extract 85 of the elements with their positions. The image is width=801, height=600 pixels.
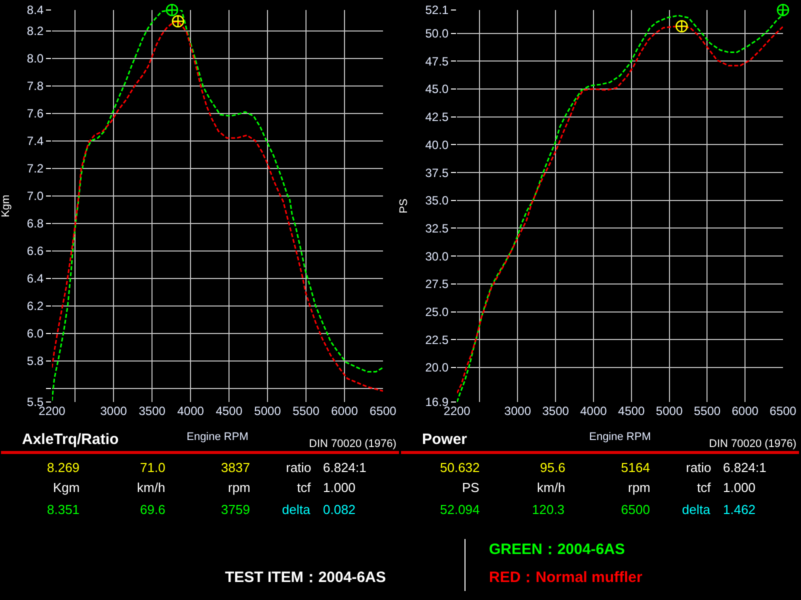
y-tick-label: 42.5 [425,110,449,124]
y-tick-label: 40.0 [425,138,449,152]
text: km/h [137,480,166,495]
y-tick-label: 27.5 [425,277,449,292]
y-tick-label: 6.6 [26,244,44,258]
y-tick-label: 7.8 [26,78,44,93]
x-tick-label: 5000 [254,404,282,418]
y-tick-label: 8.0 [26,51,44,66]
y-tick-label: 6.2 [26,298,44,313]
x-axis-title: Engine RPM [186,431,248,444]
text: 8.351 [47,502,80,517]
text: delta [682,502,711,517]
y-axis-title: Kgm [0,194,12,218]
text: 5164 [621,460,650,475]
y-tick-label: 7.6 [26,106,44,120]
y-tick-label: 6.0 [26,326,44,340]
y-tick-label: 30.0 [425,249,449,264]
text: 0.082 [323,502,356,517]
y-tick-label: 47.5 [425,54,449,68]
x-tick-label: 6000 [732,404,759,418]
text: 50.632 [440,460,480,475]
y-tick-label: 6.4 [26,271,44,286]
text: delta [282,502,311,517]
text: Kgm [53,480,80,495]
text: Power [422,431,468,448]
x-axis-title: Engine RPM [589,431,651,444]
x-tick-label: 6500 [770,404,797,418]
y-tick-label: 22.5 [425,332,449,347]
y-tick-label: 25.0 [425,304,449,319]
text: 8.269 [47,460,80,475]
text: ratio [686,460,712,475]
y-tick-label: 35.0 [425,194,449,208]
y-tick-label: 45.0 [425,82,449,96]
y-tick-label: 6.8 [26,216,44,230]
text: 3837 [221,460,250,475]
x-tick-label: 3000 [504,404,532,418]
text: 6.824:1 [723,460,766,475]
text: km/h [537,480,566,495]
x-tick-label: 5500 [292,404,320,418]
x-tick-label: 4500 [618,404,646,418]
x-tick-label: 5000 [656,404,683,418]
x-tick-label: 3500 [138,404,166,418]
text: GREEN：2004-6AS [489,541,625,558]
y-tick-label: 8.2 [26,24,44,38]
text: tcf [697,480,712,495]
x-tick-label: 5500 [694,404,721,418]
text: DIN 70020 (1976) [309,438,396,450]
y-tick-label: 7.0 [26,188,44,203]
text: PS [462,480,480,495]
text: RED：Normal muffler [489,569,643,586]
y-tick-label: 52.1 [425,3,449,18]
text: AxleTrq/Ratio [22,431,119,448]
text: tcf [297,480,312,495]
text: 3759 [221,502,250,517]
y-tick-label: 32.5 [425,221,449,236]
y-axis-title: PS [398,198,410,214]
text: rpm [628,480,650,495]
text: 120.3 [532,502,565,517]
text: 1.000 [723,480,756,495]
x-tick-label: 6000 [331,404,358,418]
x-tick-label: 3000 [100,404,128,418]
text: DIN 70020 (1976) [709,438,796,450]
x-tick-label: 4500 [216,404,243,418]
text: 69.6 [140,502,166,517]
y-tick-label: 8.4 [26,3,44,18]
text: 6500 [621,502,650,517]
x-tick-label: 3500 [542,404,570,418]
text: 6.824:1 [323,460,366,475]
text: 1.000 [323,480,356,495]
text: rpm [228,480,250,495]
text: 71.0 [140,460,166,475]
text: TEST ITEM：2004-6AS [225,569,386,586]
y-tick-label: 50.0 [425,26,449,41]
text: 1.462 [723,502,756,517]
text: ratio [286,460,312,475]
x-tick-label: 4000 [580,404,608,418]
y-tick-label: 7.2 [26,161,44,176]
y-tick-label: 37.5 [425,166,449,180]
text: 52.094 [440,502,480,517]
y-tick-label: 5.8 [26,354,44,368]
text: 95.6 [540,460,566,475]
y-tick-label: 20.0 [425,360,449,375]
y-tick-label: 7.4 [26,134,44,148]
x-tick-label: 4000 [177,404,204,418]
x-tick-label: 6500 [370,404,397,418]
